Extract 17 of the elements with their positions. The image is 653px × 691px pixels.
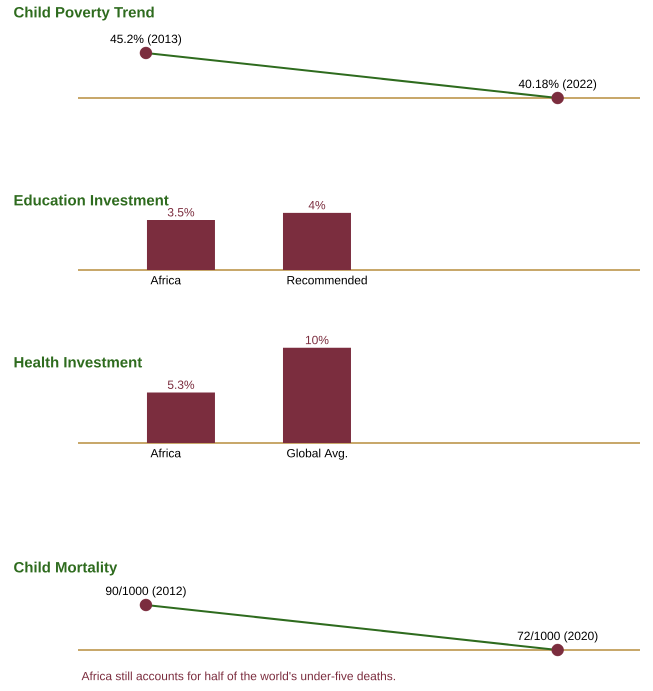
chart-title: Health Investment [14, 356, 142, 368]
chart-title: Child Poverty Trend [14, 6, 154, 20]
data-label: 5.3% [168, 380, 194, 389]
data-label: 40.18% (2022) [518, 79, 596, 90]
data-label: 10% [306, 336, 329, 344]
x-tick-label: Recommended [287, 276, 367, 284]
data-label: 4% [308, 200, 326, 210]
x-tick-label: Africa [150, 448, 182, 458]
x-tick-label: Global Avg. [287, 448, 347, 460]
data-label: 72/1000 (2020) [518, 631, 598, 642]
chart-title: Education Investment [14, 194, 169, 206]
chart-title: Child Mortality [14, 562, 118, 576]
text: Africa still accounts for half of the world's under-five deaths. [82, 672, 395, 680]
data-label: 3.5% [168, 208, 194, 216]
x-tick-label: Africa [150, 276, 182, 284]
data-label: 90/1000 (2012) [106, 586, 186, 598]
data-label: 45.2% (2013) [110, 34, 182, 46]
